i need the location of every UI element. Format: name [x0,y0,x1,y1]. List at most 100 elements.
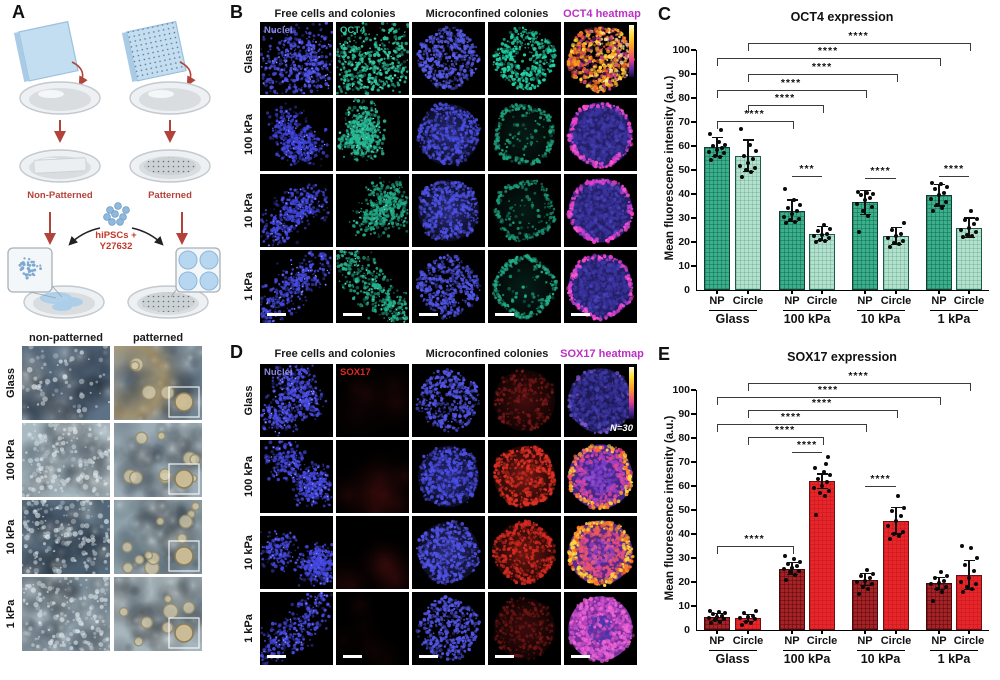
brightfield-glass-non-patterned [22,346,110,420]
micrograph-b-row2-col1 [260,98,333,171]
x-series-label: Circle [732,635,764,647]
brightfield-canvas [114,577,202,651]
micrograph-canvas [336,250,409,323]
micrograph-b-row3-col2 [336,174,409,247]
micrograph-d-row3-col4 [488,516,561,589]
data-point [859,193,863,198]
data-point [972,222,976,226]
data-point [825,231,829,236]
y-axis-tick [691,581,696,583]
micrograph-b-row4-col5 [564,250,637,323]
y-tick-label: 20 [678,575,690,588]
error-bar-cap [890,243,902,246]
data-point [870,205,874,210]
bar-100kPa-np [779,568,805,630]
y-tick-label: 60 [678,139,690,152]
y-tick-label: 100 [672,383,690,396]
data-point [897,242,901,247]
data-point [886,236,890,241]
data-point [870,582,874,587]
micrograph-d-row2-col5 [564,440,637,513]
group-label: 10 kPa [860,652,901,666]
data-point [868,195,872,200]
data-point [930,181,934,186]
y-axis-tick [691,389,696,391]
error-bar [821,474,823,489]
data-point [816,476,820,481]
micrograph-canvas [260,364,333,437]
micrograph-d-row4-col3 [412,592,485,665]
data-point [717,610,721,614]
micrograph-canvas [412,174,485,247]
bar-1kPa-np [926,583,952,630]
data-point [937,193,941,198]
significance-bracket [717,58,941,67]
y-axis-tick [691,193,696,195]
y-axis-tick [691,605,696,607]
micrograph-b-row3-col4 [488,174,561,247]
micrograph-b-row3-col3 [412,174,485,247]
micrograph-d-row2-col1 [260,440,333,513]
error-bar-cap [742,620,754,623]
data-point [748,142,752,147]
error-bar-cap [963,236,975,238]
micrograph-canvas [564,174,637,247]
significance-label: **** [848,29,869,42]
micrograph-canvas [412,364,485,437]
micrograph-canvas [336,440,409,513]
data-point [798,559,802,564]
inset-patterned-colonies [170,247,221,298]
group-underline [856,310,905,312]
micrograph-d-row1-col5: N=30 [564,364,637,437]
error-bar [747,140,749,172]
data-point [784,220,788,225]
y-axis-tick [691,413,696,415]
micrograph-canvas [488,250,561,323]
data-point [792,198,796,202]
micrograph-canvas [488,174,561,247]
x-series-label: NP [784,635,800,647]
data-point [746,160,750,165]
data-point [709,620,713,625]
significance-bracket [748,410,898,419]
y-tick-label: 30 [678,551,690,564]
data-point [929,196,933,201]
error-bar-cap [786,220,798,223]
x-axis-tick [821,290,823,294]
x-axis-tick [716,290,718,294]
y-tick-label: 80 [678,91,690,104]
x-axis-tick [864,630,866,634]
y-axis-tick [691,217,696,219]
significance-bracket [865,178,896,180]
micrograph-b-row4-col2 [336,250,409,323]
x-axis-tick [968,290,970,294]
heatmap-colorbar-icon [629,25,634,77]
y-axis-tick [691,557,696,559]
micrograph-d-row4-col2 [336,592,409,665]
micrograph-b-row1-col3 [412,22,485,95]
data-point [945,574,949,578]
error-bar-cap [786,574,798,576]
micrograph-canvas [564,98,637,171]
data-point [814,240,818,244]
x-series-label: NP [931,635,947,647]
scale-bar [495,313,514,316]
data-point [818,237,822,242]
data-point [931,208,935,213]
error-bar-cap [816,473,828,475]
significance-label: **** [744,107,765,120]
y-tick-label: 70 [678,455,690,468]
data-point [868,576,872,581]
micrograph-canvas [564,516,637,589]
data-point [942,578,946,583]
significance-bracket [717,423,867,432]
micrograph-canvas [412,516,485,589]
micrograph-canvas [564,592,637,665]
data-point [751,613,755,618]
data-point [723,611,727,616]
data-point [823,493,827,498]
panel-d-free-cells-header: Free cells and colonies [274,348,396,360]
data-point [795,208,799,213]
data-point [975,556,979,560]
data-point [857,230,861,235]
